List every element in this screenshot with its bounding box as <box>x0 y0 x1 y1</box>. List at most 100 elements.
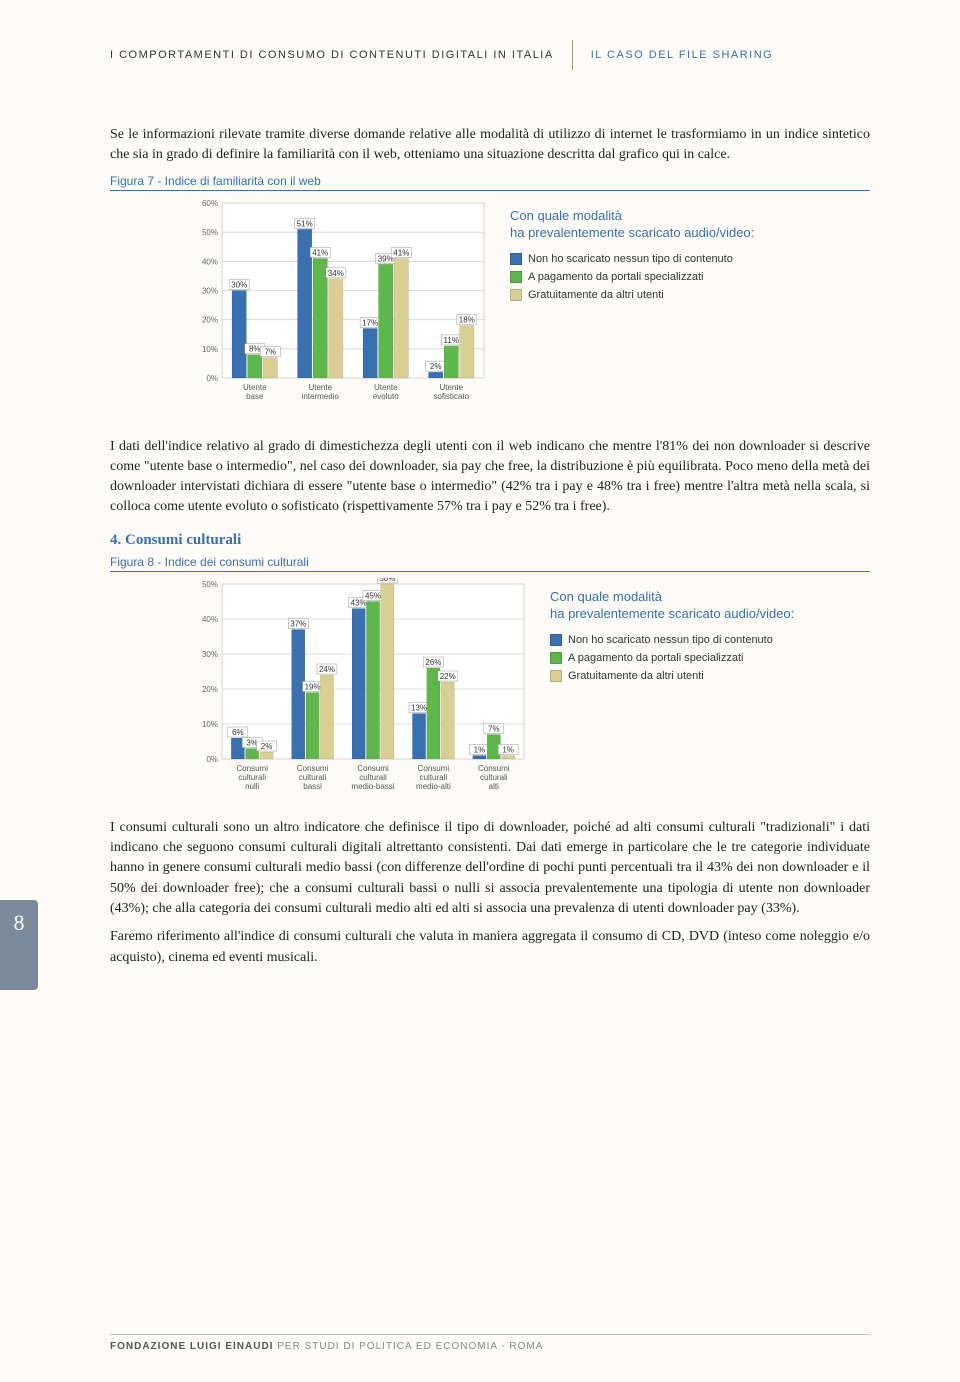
svg-text:Consumi: Consumi <box>297 764 329 773</box>
paragraph-intro: Se le informazioni rilevate tramite dive… <box>110 125 870 166</box>
figure8-legend: Con quale modalitàha prevalentemente sca… <box>550 578 870 688</box>
section-4-heading: 4. Consumi culturali <box>110 532 870 549</box>
svg-text:50%: 50% <box>202 580 218 589</box>
legend-title: Con quale modalitàha prevalentemente sca… <box>510 207 870 242</box>
legend-item: A pagamento da portali specializzati <box>510 270 870 284</box>
svg-text:0%: 0% <box>206 755 218 764</box>
svg-text:culturali: culturali <box>420 773 448 782</box>
svg-text:7%: 7% <box>265 347 277 356</box>
svg-text:alti: alti <box>489 782 499 791</box>
page-number-tab: 8 <box>0 900 38 990</box>
legend-swatch <box>550 652 562 664</box>
svg-text:Consumi: Consumi <box>478 764 510 773</box>
svg-text:45%: 45% <box>365 591 381 600</box>
paragraph-analysis-fig8: I consumi culturali sono un altro indica… <box>110 818 870 919</box>
svg-text:Utente: Utente <box>439 383 463 392</box>
svg-text:11%: 11% <box>444 336 459 345</box>
svg-text:3%: 3% <box>246 738 258 747</box>
svg-text:2%: 2% <box>430 362 442 371</box>
svg-text:40%: 40% <box>202 615 218 624</box>
document-header: I COMPORTAMENTI DI CONSUMO DI CONTENUTI … <box>110 40 870 70</box>
svg-text:7%: 7% <box>488 724 500 733</box>
svg-text:37%: 37% <box>290 619 306 628</box>
header-left: I COMPORTAMENTI DI CONSUMO DI CONTENUTI … <box>110 49 554 61</box>
legend-label: A pagamento da portali specializzati <box>568 651 744 665</box>
legend-swatch <box>510 253 522 265</box>
figure8-chart: 0%10%20%30%40%50%6%3%2%Consumiculturalin… <box>190 578 530 798</box>
svg-text:10%: 10% <box>202 344 218 353</box>
svg-text:30%: 30% <box>202 650 218 659</box>
svg-text:60%: 60% <box>202 199 218 208</box>
svg-text:20%: 20% <box>202 315 218 324</box>
header-right: IL CASO DEL FILE SHARING <box>591 49 774 61</box>
svg-text:sofisticato: sofisticato <box>433 392 469 401</box>
svg-text:24%: 24% <box>319 665 335 674</box>
legend-swatch <box>550 634 562 646</box>
svg-text:Consumi: Consumi <box>357 764 389 773</box>
figure7-container: 0%10%20%30%40%50%60%30%8%7%Utentebase51%… <box>110 197 870 417</box>
svg-text:base: base <box>246 392 264 401</box>
svg-text:13%: 13% <box>411 703 427 712</box>
svg-text:Consumi: Consumi <box>418 764 450 773</box>
figure8-container: 0%10%20%30%40%50%6%3%2%Consumiculturalin… <box>110 578 870 798</box>
svg-text:Utente: Utente <box>243 383 267 392</box>
svg-text:medio-alti: medio-alti <box>416 782 451 791</box>
svg-text:bassi: bassi <box>303 782 322 791</box>
svg-text:40%: 40% <box>202 257 218 266</box>
svg-text:Consumi: Consumi <box>236 764 268 773</box>
svg-text:50%: 50% <box>202 228 218 237</box>
legend-title: Con quale modalitàha prevalentemente sca… <box>550 588 870 623</box>
svg-text:Utente: Utente <box>308 383 332 392</box>
svg-text:41%: 41% <box>393 248 409 257</box>
svg-text:17%: 17% <box>362 318 378 327</box>
svg-text:30%: 30% <box>231 280 247 289</box>
legend-swatch <box>550 670 562 682</box>
svg-text:6%: 6% <box>232 728 244 737</box>
legend-item: Gratuitamente da altri utenti <box>510 288 870 302</box>
svg-text:41%: 41% <box>312 248 328 257</box>
svg-text:nulli: nulli <box>245 782 259 791</box>
legend-swatch <box>510 271 522 283</box>
legend-label: Gratuitamente da altri utenti <box>528 288 664 302</box>
legend-item: Non ho scaricato nessun tipo di contenut… <box>510 252 870 266</box>
footer-rest: PER STUDI DI POLITICA ED ECONOMIA - ROMA <box>273 1341 543 1352</box>
paragraph-note: Faremo riferimento all'indice di consumi… <box>110 927 870 968</box>
svg-text:18%: 18% <box>459 315 475 324</box>
svg-text:50%: 50% <box>379 578 395 583</box>
svg-text:1%: 1% <box>502 745 514 754</box>
svg-text:culturali: culturali <box>480 773 508 782</box>
svg-text:0%: 0% <box>206 374 218 383</box>
footer-org: FONDAZIONE LUIGI EINAUDI <box>110 1341 273 1352</box>
legend-label: A pagamento da portali specializzati <box>528 270 704 284</box>
svg-text:8%: 8% <box>249 344 261 353</box>
svg-text:1%: 1% <box>474 745 486 754</box>
svg-text:medio-bassi: medio-bassi <box>351 782 394 791</box>
svg-text:22%: 22% <box>440 672 456 681</box>
svg-text:culturali: culturali <box>359 773 387 782</box>
svg-text:10%: 10% <box>202 720 218 729</box>
header-divider <box>572 40 573 70</box>
svg-text:19%: 19% <box>305 682 321 691</box>
legend-item: A pagamento da portali specializzati <box>550 651 870 665</box>
figure7-chart: 0%10%20%30%40%50%60%30%8%7%Utentebase51%… <box>190 197 490 417</box>
legend-label: Non ho scaricato nessun tipo di contenut… <box>528 252 733 266</box>
svg-text:intermedio: intermedio <box>302 392 340 401</box>
svg-text:culturali: culturali <box>238 773 266 782</box>
svg-text:34%: 34% <box>328 268 344 277</box>
footer: FONDAZIONE LUIGI EINAUDI PER STUDI DI PO… <box>110 1334 870 1352</box>
svg-text:culturali: culturali <box>299 773 327 782</box>
svg-text:2%: 2% <box>261 742 273 751</box>
svg-text:20%: 20% <box>202 685 218 694</box>
paragraph-analysis-fig7: I dati dell'indice relativo al grado di … <box>110 437 870 518</box>
legend-swatch <box>510 289 522 301</box>
svg-text:51%: 51% <box>297 219 313 228</box>
legend-item: Non ho scaricato nessun tipo di contenut… <box>550 633 870 647</box>
svg-text:30%: 30% <box>202 286 218 295</box>
legend-label: Non ho scaricato nessun tipo di contenut… <box>568 633 773 647</box>
legend-item: Gratuitamente da altri utenti <box>550 669 870 683</box>
svg-text:evoluto: evoluto <box>373 392 399 401</box>
svg-text:Utente: Utente <box>374 383 398 392</box>
legend-label: Gratuitamente da altri utenti <box>568 669 704 683</box>
figure7-caption: Figura 7 - Indice di familiarità con il … <box>110 174 870 191</box>
svg-text:26%: 26% <box>425 658 441 667</box>
